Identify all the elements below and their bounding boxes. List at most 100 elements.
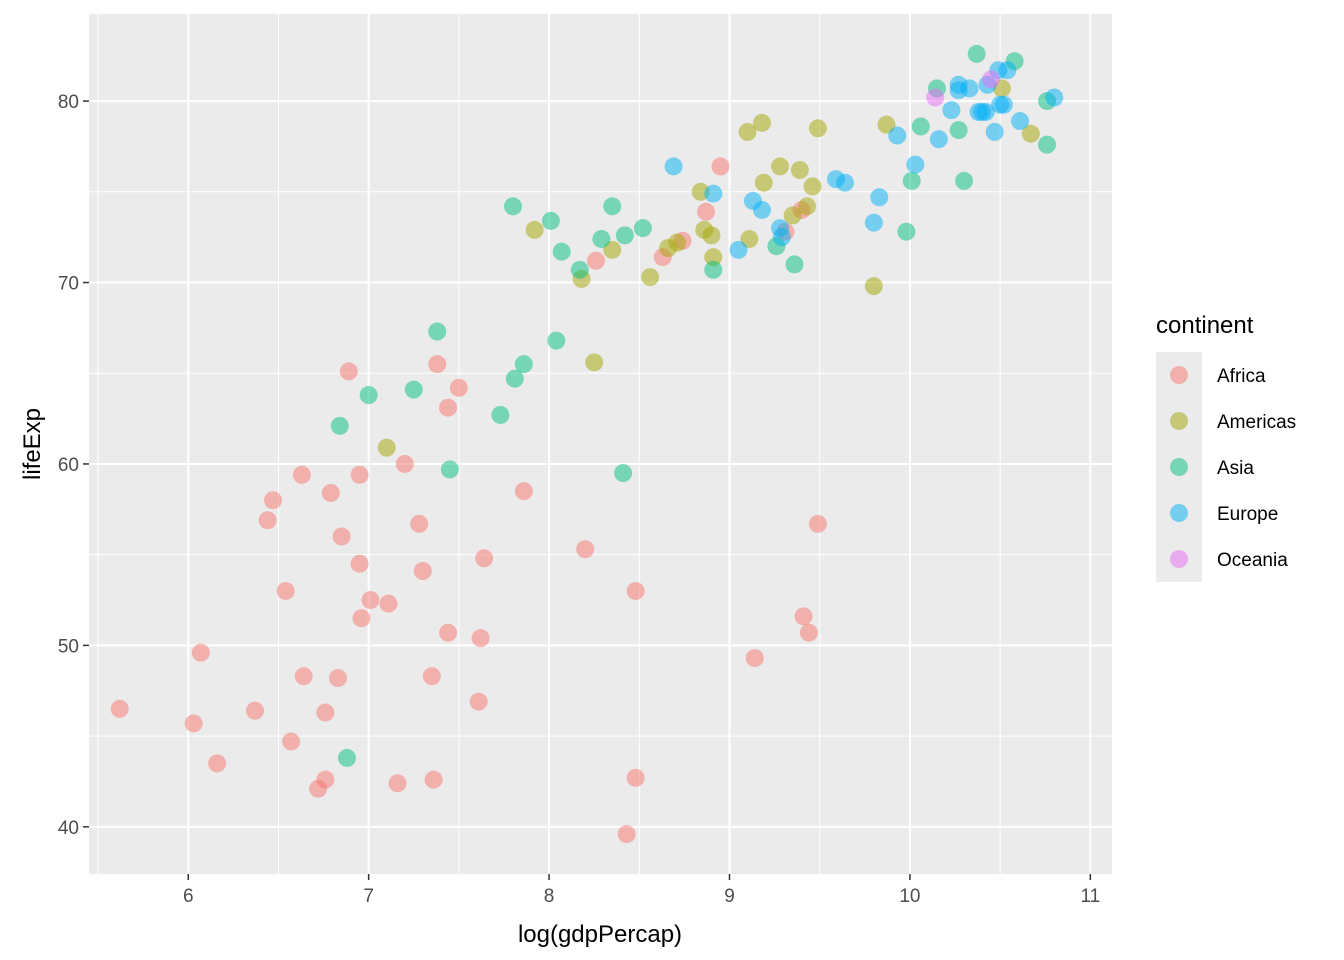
legend: continent Africa Americas Asia Europe Oceani… [1156,312,1296,582]
data-point-africa [184,714,203,733]
legend-entries: Africa Americas Asia Europe Oceania [1156,352,1296,582]
data-point-americas [752,113,771,132]
data-point-europe [1010,112,1029,131]
data-point-asia [911,117,930,136]
major-gridlines [89,14,1112,874]
legend-key-oceania-icon [1170,550,1188,568]
data-point-europe [994,95,1013,114]
data-point-asia [428,322,447,341]
data-point-africa [191,643,210,662]
data-point-oceania [926,88,945,107]
data-point-africa [617,825,636,844]
data-point-americas [790,161,809,180]
data-point-africa [626,581,645,600]
data-point-africa [110,699,129,718]
data-point-asia [614,464,633,483]
data-point-asia [505,369,524,388]
data-point-americas [702,226,721,245]
data-point-europe [960,79,979,98]
data-point-americas [754,173,773,192]
x-axis-ticks: 6 7 8 9 10 11 [183,874,1100,907]
data-point-americas [864,277,883,296]
data-points [110,44,1064,844]
y-tick-label: 60 [58,455,79,476]
data-point-asia [547,331,566,350]
data-point-africa [424,770,443,789]
data-point-asia [902,171,921,190]
data-point-africa [711,157,730,176]
y-axis-title: lifeExp [19,408,46,480]
data-point-asia [592,229,611,248]
data-point-asia [949,121,968,140]
data-point-africa [808,514,827,533]
data-point-europe [998,61,1017,80]
data-point-europe [729,240,748,259]
data-point-europe [906,155,925,174]
data-point-asia [552,242,571,261]
data-point-africa [471,629,490,648]
data-point-asia [491,405,510,424]
legend-key-asia-icon [1170,458,1188,476]
data-point-africa [264,491,283,510]
data-point-africa [350,465,369,484]
data-point-europe [929,130,948,149]
data-point-africa [208,754,227,773]
data-point-americas [783,206,802,225]
data-point-asia [541,211,560,230]
data-point-americas [704,248,723,267]
legend-label-europe: Europe [1217,504,1278,525]
x-tick-label: 9 [724,886,735,907]
data-point-americas [798,197,817,216]
y-tick-label: 50 [58,636,79,657]
data-point-asia [955,171,974,190]
legend-title: continent [1156,312,1254,339]
data-point-africa [439,398,458,417]
data-point-africa [388,774,407,793]
data-point-europe [704,184,723,203]
data-point-africa [352,609,371,628]
data-point-asia [603,197,622,216]
data-point-africa [697,202,716,221]
data-point-asia [330,416,349,435]
data-point-oceania [982,70,1001,89]
data-point-asia [570,260,589,279]
data-point-europe [976,102,995,121]
data-point-europe [942,101,961,120]
data-point-africa [799,623,818,642]
data-point-africa [514,482,533,501]
x-tick-label: 6 [183,886,194,907]
x-tick-label: 11 [1080,886,1100,907]
data-point-africa [439,623,458,642]
data-point-asia [440,460,459,479]
data-point-africa [576,540,595,559]
data-point-americas [808,119,827,138]
legend-label-americas: Americas [1217,412,1296,433]
data-point-americas [803,177,822,196]
data-point-americas [738,122,757,141]
data-point-africa [328,669,347,688]
data-point-americas [377,438,396,457]
data-point-europe [664,157,683,176]
x-tick-label: 8 [544,886,555,907]
data-point-americas [641,268,660,287]
data-point-africa [586,251,605,270]
data-point-africa [258,511,277,530]
data-point-africa [413,562,432,581]
data-point-africa [745,649,764,668]
x-axis-title: log(gdpPercap) [518,921,682,948]
data-point-africa [316,703,335,722]
data-point-europe [870,188,889,207]
x-tick-label: 7 [363,886,374,907]
minor-gridlines [89,14,1112,874]
data-point-asia [704,260,723,279]
legend-key-africa-icon [1170,366,1188,384]
data-point-asia [1038,135,1057,154]
data-point-africa [294,667,313,686]
data-point-africa [282,732,301,751]
data-point-americas [771,157,790,176]
y-axis-ticks: 40 50 60 70 80 [58,92,89,839]
data-point-asia [785,255,804,274]
data-point-africa [395,454,414,473]
y-tick-label: 70 [58,274,79,295]
data-point-americas [668,233,687,252]
